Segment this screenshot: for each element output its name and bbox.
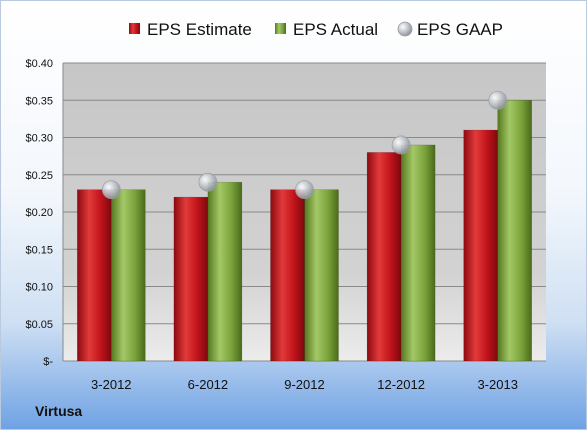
y-tick-label: $0.20 — [25, 207, 53, 219]
y-tick-label: $0.35 — [25, 95, 53, 107]
marker-eps-gaap — [488, 90, 508, 110]
bar-eps-estimate — [463, 129, 498, 362]
y-tick-label: $0.40 — [25, 58, 53, 70]
bars — [77, 100, 532, 362]
y-tick-label: $0.30 — [25, 133, 53, 145]
legend-label: EPS Estimate — [147, 20, 252, 39]
x-tick-label: 3-2012 — [91, 377, 131, 392]
x-tick-label: 12-2012 — [377, 377, 425, 392]
marker-eps-gaap — [295, 180, 314, 200]
bar-eps-actual — [497, 100, 532, 362]
y-axis-ticks: $- $0.05 $0.10 $0.15 $0.20 $0.25 $0.30 $0.35 $0.… — [25, 58, 53, 368]
legend-swatch — [397, 21, 413, 37]
bar-eps-estimate — [173, 196, 209, 362]
bar-eps-estimate — [270, 189, 305, 362]
x-tick-label: 3-2013 — [477, 377, 517, 392]
legend-label: EPS GAAP — [417, 20, 503, 39]
bar-eps-estimate — [366, 152, 402, 362]
legend-swatch — [129, 23, 140, 34]
x-axis-ticks: 3-2012 6-2012 9-2012 12-2012 3-2013 — [91, 377, 518, 392]
bar-eps-estimate — [77, 189, 112, 362]
bar-eps-actual — [400, 144, 436, 362]
x-tick-label: 9-2012 — [284, 377, 324, 392]
bar-eps-actual — [111, 189, 146, 362]
y-tick-label: $0.25 — [25, 170, 53, 182]
x-tick-label: 6-2012 — [188, 377, 228, 392]
legend-label: EPS Actual — [293, 20, 378, 39]
y-tick-label: $- — [43, 356, 53, 368]
y-tick-label: $0.05 — [25, 319, 53, 331]
marker-eps-gaap — [198, 172, 218, 192]
legend: EPS Estimate EPS Actual EPS GAAP — [129, 20, 503, 39]
bar-eps-actual — [304, 189, 339, 362]
y-tick-label: $0.15 — [25, 244, 53, 256]
marker-eps-gaap — [391, 135, 411, 155]
company-label: Virtusa — [35, 403, 83, 419]
bar-eps-actual — [207, 181, 243, 362]
legend-swatch — [275, 23, 286, 34]
y-tick-label: $0.10 — [25, 282, 53, 294]
marker-eps-gaap — [101, 180, 121, 200]
gaap-markers — [101, 90, 508, 200]
